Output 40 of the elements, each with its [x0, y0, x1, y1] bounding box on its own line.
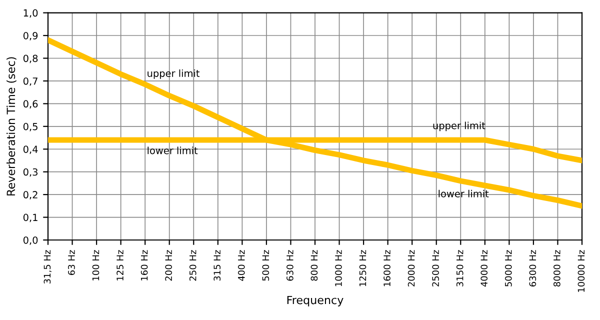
x-tick-label: 31,5 Hz	[44, 250, 52, 284]
x-tick-label: 63 Hz	[68, 250, 75, 275]
x-tick-label: 3150 Hz	[456, 250, 464, 286]
x-tick-label: 160 Hz	[140, 250, 148, 280]
x-tick-label: 630 Hz	[286, 250, 294, 281]
x-tick-label: 1000 Hz	[335, 250, 342, 286]
x-tick-label: 6300 Hz	[529, 250, 536, 286]
y-tick-label: 0,3	[23, 168, 38, 177]
x-tick-label: 200 Hz	[165, 250, 172, 281]
y-tick-label: 0,1	[23, 214, 38, 222]
y-tick-label: 0,4	[23, 146, 38, 154]
annotation: upper limit	[148, 69, 200, 79]
x-tick-label: 10000 Hz	[578, 250, 585, 292]
x-tick-label: 1600 Hz	[384, 250, 390, 286]
y-tick-label: 0,5	[23, 122, 38, 132]
x-tick-label: 4000 Hz	[480, 250, 488, 287]
y-tick-label: 1,0	[24, 9, 38, 18]
annotation: lower limit	[438, 190, 489, 198]
x-tick-label: 800 Hz	[310, 250, 318, 281]
x-tick-label: 125 Hz	[116, 250, 124, 280]
y-tick-label: 0,8	[23, 54, 38, 64]
x-tick-label: 1250 Hz	[359, 250, 366, 286]
x-tick-label: 250 Hz	[189, 250, 196, 281]
y-axis-title: Reverberation Time (sec)	[6, 57, 16, 196]
x-tick-label: 5000 Hz	[504, 250, 512, 286]
y-tick-label: 0,9	[23, 32, 38, 40]
x-tick-label: 315 Hz	[214, 250, 221, 281]
x-tick-label: 500 Hz	[262, 250, 270, 281]
y-tick-label: 0,0	[23, 236, 38, 245]
x-tick-label: 100 Hz	[92, 250, 100, 280]
x-axis-title: Frequency	[287, 296, 344, 306]
y-tick-label: 0,6	[23, 100, 38, 109]
x-tick-label: 2000 Hz	[408, 250, 415, 286]
annotation: upper limit	[433, 122, 486, 132]
y-tick-label: 0,7	[23, 77, 38, 86]
annotation: lower limit	[148, 146, 198, 154]
x-tick-label: 8000 Hz	[554, 250, 560, 286]
x-tick-label: 2500 Hz	[432, 250, 439, 286]
x-tick-label: 400 Hz	[238, 250, 245, 281]
y-tick-label: 0,2	[23, 191, 38, 200]
